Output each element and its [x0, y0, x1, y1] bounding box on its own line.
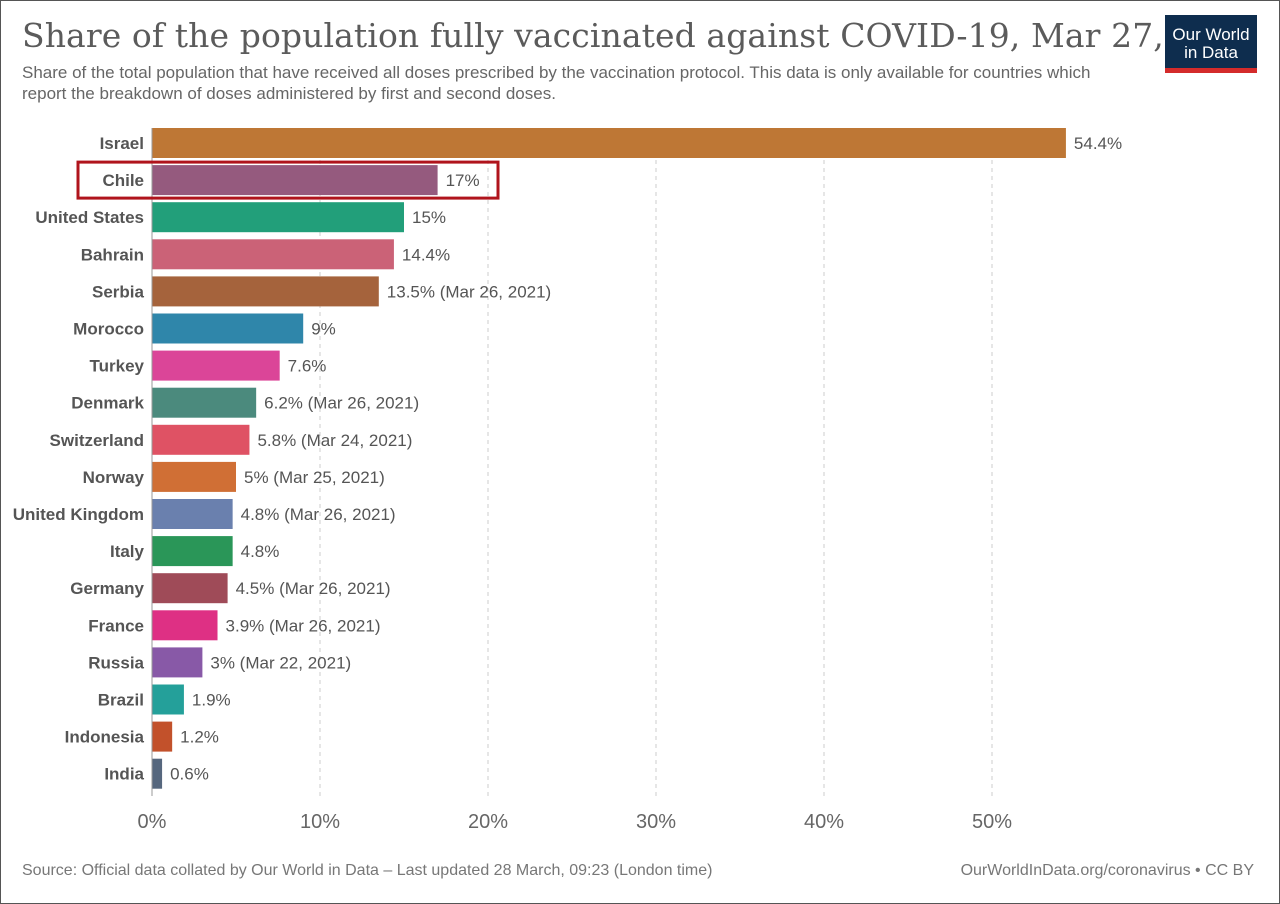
value-label: 17%: [446, 171, 480, 190]
value-label: 3% (Mar 22, 2021): [210, 653, 351, 672]
bar-norway: [152, 461, 236, 492]
bar-serbia: [152, 276, 379, 307]
bar-france: [152, 610, 218, 641]
category-label: Russia: [88, 653, 144, 672]
x-tick-label: 20%: [468, 811, 508, 833]
value-label: 4.8%: [241, 542, 280, 561]
value-label: 1.9%: [192, 691, 231, 710]
category-label: Morocco: [73, 320, 144, 339]
highlight-box: [76, 160, 500, 200]
x-tick-label: 30%: [636, 811, 676, 833]
value-label: 4.8% (Mar 26, 2021): [241, 505, 396, 524]
category-label: United States: [35, 208, 144, 227]
bar-bahrain: [152, 239, 394, 270]
bar-israel: [152, 128, 1066, 158]
category-label: Switzerland: [50, 431, 144, 450]
value-label: 15%: [412, 208, 446, 227]
bar-denmark: [152, 387, 257, 418]
value-label: 0.6%: [170, 765, 209, 784]
category-label: Norway: [83, 468, 145, 487]
chart-title: Share of the population fully vaccinated…: [22, 16, 1259, 55]
bar-germany: [152, 573, 228, 604]
x-tick-label: 0%: [138, 811, 167, 833]
category-label: India: [104, 765, 144, 784]
category-label: Indonesia: [65, 728, 145, 747]
bar-united-kingdom: [152, 499, 233, 529]
owid-logo[interactable]: Our World in Data: [1165, 15, 1257, 73]
bar-switzerland: [152, 424, 250, 455]
value-label: 7.6%: [288, 357, 327, 376]
bar-brazil: [152, 684, 184, 715]
category-label: Germany: [70, 579, 144, 598]
bar-indonesia: [152, 721, 173, 752]
bar-india: [152, 758, 163, 789]
bar-italy: [152, 536, 233, 567]
bar-russia: [152, 647, 203, 678]
category-label: France: [88, 616, 144, 635]
credit-link[interactable]: OurWorldInData.org/coronavirus • CC BY: [960, 862, 1254, 879]
value-label: 13.5% (Mar 26, 2021): [387, 282, 551, 301]
bar-turkey: [152, 350, 280, 381]
category-label: Brazil: [98, 691, 144, 710]
value-label: 4.5% (Mar 26, 2021): [236, 579, 391, 598]
value-label: 9%: [311, 320, 336, 339]
x-tick-label: 10%: [300, 811, 340, 833]
value-label: 5.8% (Mar 24, 2021): [257, 431, 412, 450]
category-label: Serbia: [92, 282, 145, 301]
category-label: Bahrain: [81, 245, 144, 264]
source-note: Source: Official data collated by Our Wo…: [22, 862, 713, 879]
logo-line-1: Our World: [1172, 25, 1250, 44]
value-label: 14.4%: [402, 245, 450, 264]
category-label: United Kingdom: [13, 505, 144, 524]
value-label: 54.4%: [1074, 134, 1122, 153]
x-tick-label: 40%: [804, 811, 844, 833]
bar-chile: [152, 165, 438, 196]
value-label: 3.9% (Mar 26, 2021): [226, 616, 381, 635]
bar-morocco: [152, 313, 304, 344]
bar-united-states: [152, 202, 404, 233]
logo-line-2: in Data: [1184, 43, 1238, 62]
category-label: Italy: [110, 542, 145, 561]
value-label: 1.2%: [180, 728, 219, 747]
category-label: Denmark: [71, 394, 144, 413]
category-label: Turkey: [90, 357, 145, 376]
value-label: 5% (Mar 25, 2021): [244, 468, 385, 487]
chart-subtitle: Share of the total population that have …: [22, 63, 1091, 103]
category-label: Israel: [100, 134, 144, 153]
x-tick-label: 50%: [972, 811, 1012, 833]
value-label: 6.2% (Mar 26, 2021): [264, 394, 419, 413]
category-label: Chile: [102, 171, 144, 190]
